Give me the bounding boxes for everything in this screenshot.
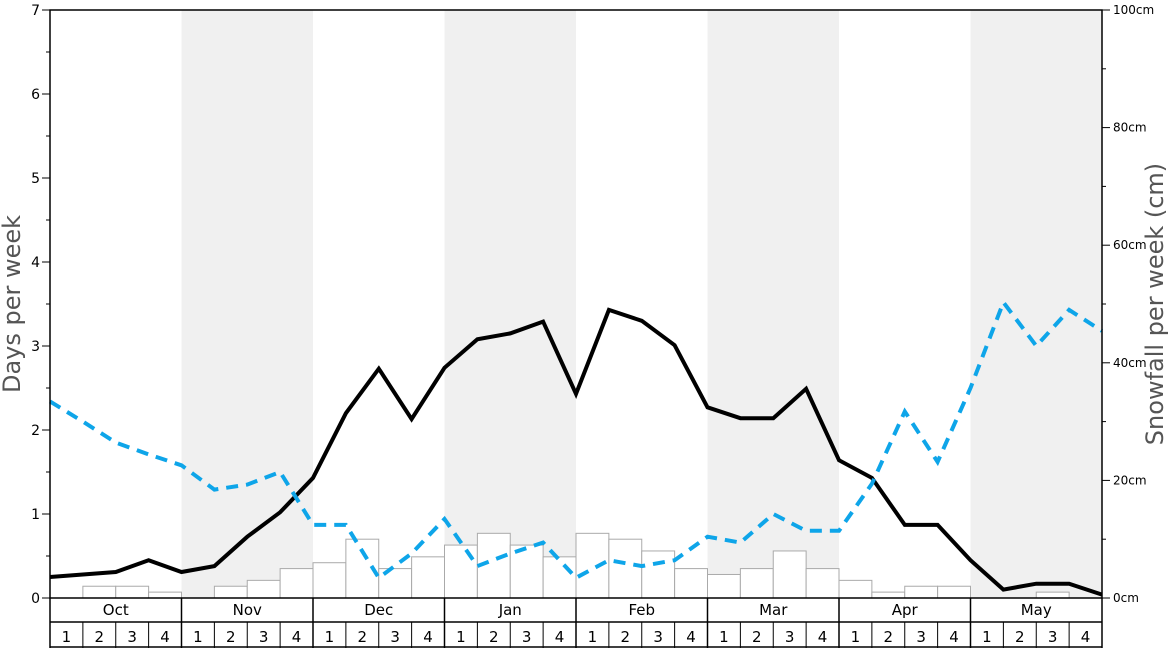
week-label: 1 [325, 628, 335, 646]
month-label-feb: Feb [628, 601, 655, 619]
right-axis-title: Snowfall per week (cm) [1141, 163, 1168, 445]
snowfall-bar [444, 544, 478, 599]
snowfall-bar [772, 550, 807, 599]
snowfall-bar [246, 579, 281, 599]
right-tick-label: 20cm [1113, 473, 1147, 487]
month-shade-mar [707, 10, 839, 598]
month-shade-may [970, 10, 1102, 598]
week-label: 2 [621, 628, 631, 646]
week-label: 3 [1048, 628, 1058, 646]
week-label: 4 [555, 628, 565, 646]
week-label: 3 [259, 628, 269, 646]
week-label: 4 [818, 628, 828, 646]
month-label-mar: Mar [759, 601, 788, 619]
labels: 0 1 2 3 4 5 6 7 0cm 20cm 40cm 60cm 80cm 100cm Oct 1 2 3 4 N… [31, 3, 1154, 646]
solid-series-line [49, 307, 1103, 597]
month-shade-jan [444, 10, 576, 598]
right-tick-label: 60cm [1113, 238, 1147, 252]
month-shade-nov [181, 10, 313, 598]
week-label: 1 [193, 628, 203, 646]
week-label: 3 [916, 628, 926, 646]
snowfall-bar [115, 585, 150, 599]
left-tick-label: 1 [31, 507, 40, 523]
left-tick-label: 2 [31, 423, 40, 439]
left-tick-label: 5 [31, 171, 40, 187]
right-tick-label: 40cm [1113, 356, 1147, 370]
week-label: 1 [456, 628, 466, 646]
left-tick-label: 6 [31, 87, 40, 103]
snowfall-bar [148, 591, 182, 599]
week-label: 2 [1015, 628, 1025, 646]
dashed-series-line [48, 298, 1104, 581]
week-label: 4 [686, 628, 696, 646]
week-label: 1 [62, 628, 72, 646]
snowfall-bar [871, 591, 906, 599]
snowfall-bar [411, 556, 445, 599]
axes [42, 9, 1110, 648]
left-axis-title: Days per week [0, 215, 26, 393]
snowfall-bar [805, 568, 840, 599]
week-label: 1 [851, 628, 861, 646]
snowfall-bar [312, 562, 347, 599]
week-label: 3 [390, 628, 400, 646]
week-label: 2 [489, 628, 499, 646]
left-tick-label: 4 [31, 255, 40, 271]
week-label: 4 [423, 628, 433, 646]
week-label: 3 [522, 628, 532, 646]
snowfall-bar [739, 568, 774, 599]
week-label: 2 [358, 628, 368, 646]
month-label-apr: Apr [892, 601, 919, 619]
right-tick-label: 0cm [1113, 591, 1139, 605]
left-tick-label: 0 [31, 591, 40, 607]
snowfall-bar [213, 585, 248, 599]
week-label: 2 [884, 628, 894, 646]
snowfall-bar [608, 538, 643, 599]
left-tick-label: 3 [31, 339, 40, 355]
snowfall-bar [838, 579, 873, 599]
week-label: 1 [982, 628, 992, 646]
snowfall-bar [1035, 591, 1070, 599]
snowfall-bar [904, 585, 939, 599]
left-tick-label: 7 [31, 3, 40, 19]
right-tick-label: 80cm [1113, 121, 1147, 135]
month-label-oct: Oct [103, 601, 129, 619]
snowfall-bar [542, 556, 577, 599]
month-label-may: May [1021, 601, 1052, 619]
week-label: 4 [292, 628, 302, 646]
week-label: 2 [226, 628, 236, 646]
snowfall-bar [279, 568, 314, 599]
snowfall-bar [509, 544, 544, 599]
week-label: 2 [95, 628, 105, 646]
snowfall-bar [937, 585, 971, 599]
week-label: 4 [949, 628, 959, 646]
week-label: 1 [719, 628, 729, 646]
week-label: 1 [588, 628, 598, 646]
snowfall-bar [707, 573, 741, 599]
week-label: 3 [785, 628, 795, 646]
week-label: 3 [127, 628, 137, 646]
snowfall-bar [82, 585, 117, 599]
series-lines [48, 298, 1104, 597]
snowfall-bar [575, 532, 610, 599]
snowfall-bar [674, 568, 708, 599]
month-label-dec: Dec [364, 601, 393, 619]
week-label: 2 [752, 628, 762, 646]
right-tick-label: 100cm [1113, 3, 1154, 17]
snowfall-bar [641, 550, 676, 599]
week-label: 4 [160, 628, 170, 646]
week-label: 3 [653, 628, 663, 646]
month-label-nov: Nov [233, 601, 262, 619]
week-label: 4 [1081, 628, 1091, 646]
month-shading [181, 10, 1102, 598]
month-label-jan: Jan [498, 601, 522, 619]
